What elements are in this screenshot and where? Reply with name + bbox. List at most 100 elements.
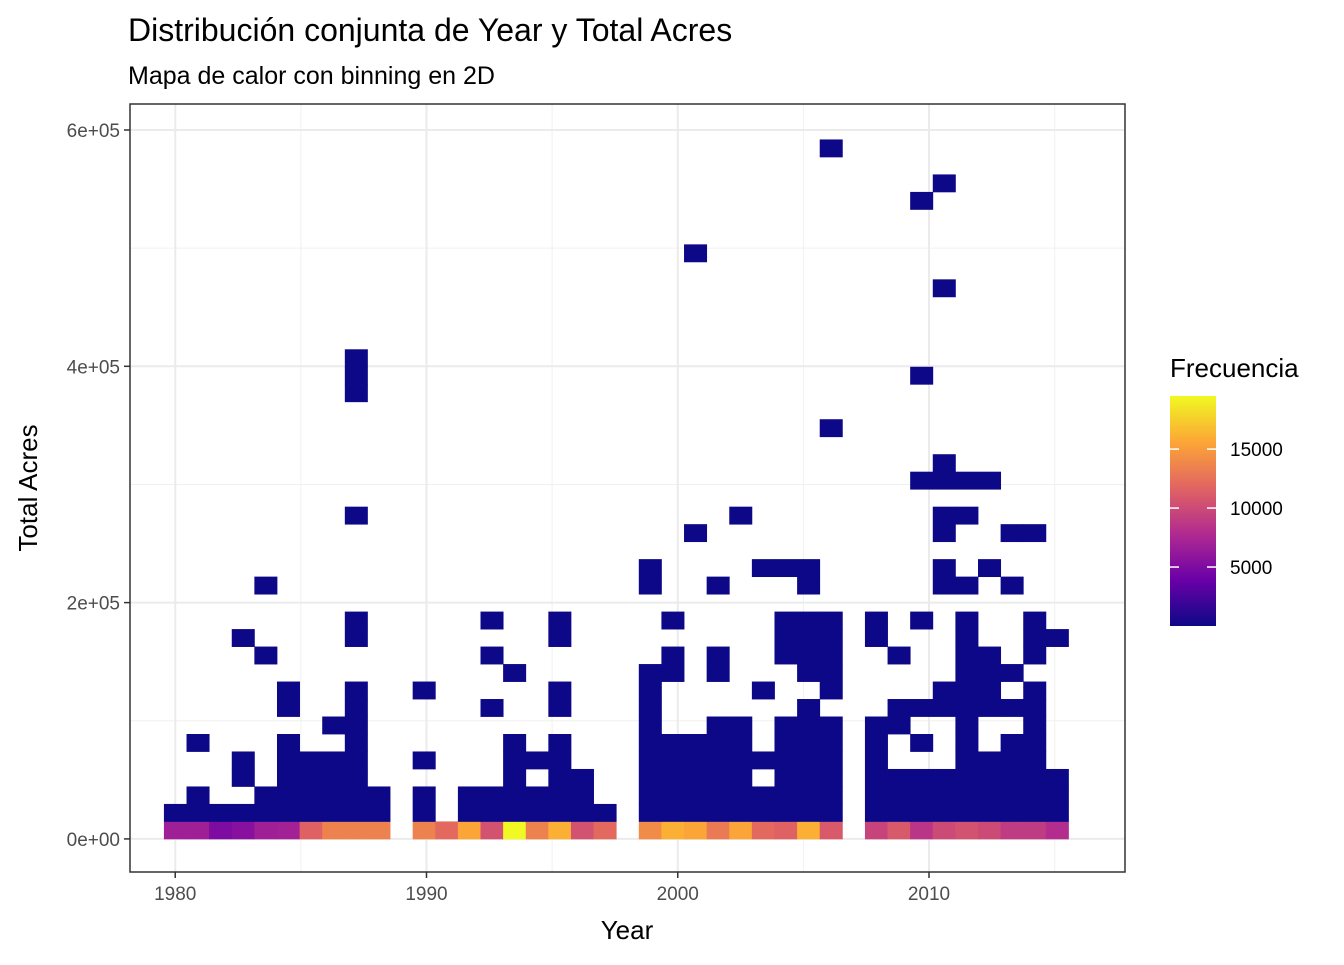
y-tick-label: 6e+05 (67, 121, 120, 142)
heatmap-cell (706, 716, 730, 735)
heatmap-cell (932, 821, 956, 840)
heatmap-cell (955, 629, 979, 647)
heatmap-cell (322, 821, 346, 840)
heatmap-cell (774, 821, 798, 840)
chart-subtitle: Mapa de calor con binning en 2D (128, 62, 495, 90)
heatmap-cell (412, 681, 436, 700)
heatmap-cell (955, 471, 979, 490)
heatmap-cell (322, 716, 346, 735)
heatmap-cell (1023, 524, 1047, 543)
heatmap-cell (932, 699, 956, 717)
heatmap-cell (1000, 576, 1024, 595)
heatmap-cell (684, 768, 708, 787)
legend-colorbar (1170, 396, 1216, 626)
heatmap-cell (344, 611, 368, 630)
heatmap-cell (344, 768, 368, 787)
heatmap-cells (163, 139, 1069, 840)
plot-border (129, 103, 1126, 873)
heatmap-cell (978, 664, 1002, 682)
heatmap-cell (864, 629, 888, 647)
heatmap-cell (684, 786, 708, 805)
heatmap-cell (322, 803, 346, 822)
heatmap-cell (751, 786, 775, 805)
heatmap-cell (457, 803, 481, 822)
heatmap-cell (480, 699, 504, 717)
heatmap-cell (955, 576, 979, 595)
heatmap-cell (819, 821, 843, 840)
heatmap-cell (774, 646, 798, 665)
heatmap-cell (525, 821, 549, 840)
heatmap-cell (412, 803, 436, 822)
heatmap-cell (797, 751, 821, 770)
heatmap-cell (774, 786, 798, 805)
heatmap-cell (661, 768, 685, 787)
heatmap-cell (774, 803, 798, 822)
heatmap-cell (751, 751, 775, 770)
heatmap-cell (1023, 646, 1047, 665)
heatmap-cell (276, 751, 300, 770)
heatmap-cell (344, 751, 368, 770)
heatmap-cell (276, 681, 300, 700)
heatmap-cell (706, 734, 730, 752)
heatmap-cell (932, 681, 956, 700)
heatmap-cell (684, 524, 708, 543)
heatmap-cell (932, 471, 956, 490)
y-axis-title: Total Acres (13, 424, 43, 551)
heatmap-cell (186, 786, 210, 805)
heatmap-cell (797, 611, 821, 630)
heatmap-cell (978, 786, 1002, 805)
heatmap-cell (1023, 629, 1047, 647)
heatmap-cell (638, 576, 662, 595)
heatmap-cell (525, 803, 549, 822)
heatmap-cell (797, 699, 821, 717)
heatmap-cell (593, 803, 617, 822)
x-tick-label: 1990 (405, 884, 447, 905)
heatmap-cell (774, 734, 798, 752)
heatmap-cell (955, 786, 979, 805)
heatmap-cell (344, 506, 368, 525)
heatmap-cell (932, 786, 956, 805)
heatmap-cell (819, 664, 843, 682)
y-axis: 0e+00 2e+05 4e+05 6e+05 (67, 121, 130, 851)
heatmap-cell (344, 821, 368, 840)
heatmap-cell (978, 803, 1002, 822)
legend-tick-label: 5000 (1230, 558, 1272, 579)
heatmap-cell (480, 611, 504, 630)
heatmap-cell (706, 576, 730, 595)
legend-title: Frecuencia (1170, 353, 1299, 383)
heatmap-cell (638, 681, 662, 700)
heatmap-cell (480, 803, 504, 822)
heatmap-cell (525, 786, 549, 805)
heatmap-cell (344, 681, 368, 700)
heatmap-cell (480, 646, 504, 665)
heatmap-cell (932, 559, 956, 578)
heatmap-cell (661, 646, 685, 665)
heatmap-cell (751, 559, 775, 578)
heatmap-cell (254, 786, 278, 805)
heatmap-cell (978, 768, 1002, 787)
heatmap-cell (887, 699, 911, 717)
heatmap-cell (638, 699, 662, 717)
heatmap-cell (548, 611, 572, 630)
heatmap-cell (276, 768, 300, 787)
heatmap-cell (254, 646, 278, 665)
heatmap-cell (1045, 629, 1069, 647)
heatmap-cell (1000, 734, 1024, 752)
heatmap-cell (322, 768, 346, 787)
heatmap-cell (1023, 821, 1047, 840)
heatmap-cell (1045, 768, 1069, 787)
legend: Frecuencia 5000 10000 15000 (1170, 353, 1299, 626)
heatmap-cell (706, 751, 730, 770)
heatmap-cell (774, 629, 798, 647)
heatmap-cell (638, 664, 662, 682)
heatmap-cell (661, 734, 685, 752)
heatmap-cell (367, 786, 391, 805)
heatmap-cell (955, 716, 979, 735)
heatmap-cell (751, 821, 775, 840)
heatmap-cell (231, 821, 255, 840)
heatmap-cell (910, 611, 934, 630)
heatmap-cell (231, 803, 255, 822)
heatmap-cell (955, 611, 979, 630)
heatmap-cell (570, 803, 594, 822)
heatmap-cell (231, 751, 255, 770)
